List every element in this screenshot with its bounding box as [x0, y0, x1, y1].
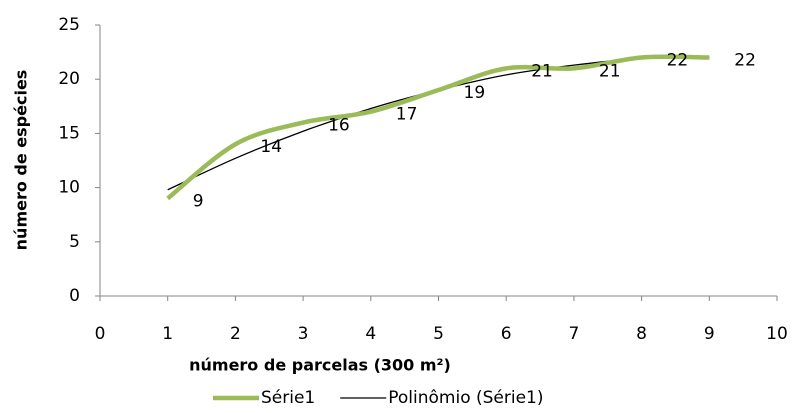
y-axis-title: número de espécies	[12, 70, 31, 251]
x-tick-label: 7	[568, 324, 579, 344]
x-tick-label: 4	[365, 324, 376, 344]
x-tick-label: 6	[501, 324, 512, 344]
data-label: 16	[328, 116, 350, 136]
data-label: 21	[599, 61, 621, 81]
y-tick-label: 5	[69, 232, 80, 252]
x-axis-title: número de parcelas (300 m²)	[189, 356, 451, 375]
data-label: 22	[734, 51, 756, 71]
series-line	[166, 54, 710, 201]
y-tick-label: 15	[58, 123, 80, 143]
data-label: 14	[260, 137, 282, 157]
x-tick-label: 2	[230, 324, 241, 344]
x-tick-label: 1	[162, 324, 173, 344]
x-tick-label: 3	[298, 324, 309, 344]
x-tick-label: 0	[95, 324, 106, 344]
y-tick-label: 25	[58, 15, 80, 35]
series-line	[167, 56, 710, 191]
data-label: 9	[193, 191, 204, 211]
y-tick-label: 0	[69, 286, 80, 306]
data-label: 22	[667, 51, 689, 71]
legend-label: Série1	[261, 388, 315, 408]
x-tick-label: 10	[766, 324, 788, 344]
data-label: 21	[531, 61, 553, 81]
data-label: 17	[396, 105, 418, 125]
y-tick-label: 10	[58, 178, 80, 198]
x-tick-label: 9	[704, 324, 715, 344]
y-tick-label: 20	[58, 69, 80, 89]
x-tick-label: 8	[636, 324, 647, 344]
data-label: 19	[464, 83, 486, 103]
x-tick-label: 5	[433, 324, 444, 344]
legend-label: Polinômio (Série1)	[388, 388, 543, 408]
